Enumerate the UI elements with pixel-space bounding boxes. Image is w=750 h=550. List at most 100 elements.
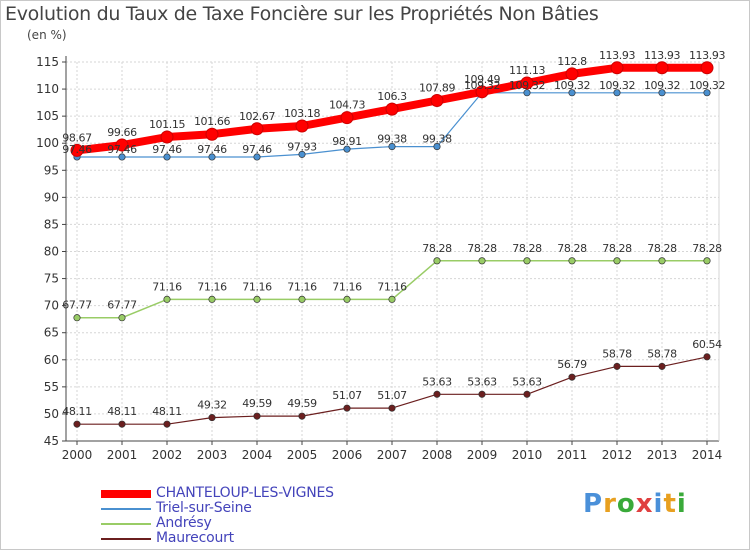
data-label: 111.13 xyxy=(509,64,545,77)
series-point-2 xyxy=(523,257,531,265)
data-label: 113.93 xyxy=(599,49,635,62)
logo-letter: P xyxy=(583,489,604,519)
series-point-3 xyxy=(478,390,486,398)
data-label: 78.28 xyxy=(422,242,452,255)
series-point-3 xyxy=(613,362,621,370)
series-point-2 xyxy=(703,257,711,265)
data-label: 51.07 xyxy=(332,389,362,402)
data-label: 113.93 xyxy=(689,49,725,62)
data-label: 97.93 xyxy=(287,140,317,153)
y-tick-label: 90 xyxy=(44,190,59,204)
series-point-1 xyxy=(433,143,441,151)
data-label: 58.78 xyxy=(602,347,632,360)
data-label: 113.93 xyxy=(644,49,680,62)
series-point-3 xyxy=(298,412,306,420)
data-label: 99.66 xyxy=(107,126,137,139)
series-point-3 xyxy=(343,404,351,412)
data-label: 49.59 xyxy=(242,397,272,410)
data-label: 97.46 xyxy=(197,143,227,156)
data-label: 51.07 xyxy=(377,389,407,402)
series-point-1 xyxy=(253,153,261,161)
data-label: 71.16 xyxy=(242,280,272,293)
series-point-2 xyxy=(433,257,441,265)
series-point-2 xyxy=(343,295,351,303)
series-point-2 xyxy=(298,295,306,303)
y-tick-label: 60 xyxy=(44,353,59,367)
series-point-3 xyxy=(163,420,171,428)
y-tick-label: 45 xyxy=(44,434,59,448)
legend-label: Andrésy xyxy=(156,515,212,531)
proxiti-logo: Proxiti xyxy=(583,489,687,519)
data-label: 102.67 xyxy=(239,110,275,123)
y-tick-label: 105 xyxy=(36,109,59,123)
y-tick-label: 95 xyxy=(44,163,59,177)
series-point-2 xyxy=(388,295,396,303)
y-axis-unit: (en %) xyxy=(27,28,67,42)
data-label: 53.63 xyxy=(512,375,542,388)
series-point-0 xyxy=(295,119,309,133)
y-tick-label: 70 xyxy=(44,299,59,313)
series-point-2 xyxy=(253,295,261,303)
series-point-3 xyxy=(73,420,81,428)
legend-label: Maurecourt xyxy=(156,530,234,546)
y-tick-label: 55 xyxy=(44,380,59,394)
y-tick-label: 115 xyxy=(36,55,59,69)
x-tick-label: 2014 xyxy=(692,448,723,462)
x-tick-label: 2005 xyxy=(287,448,318,462)
y-tick-label: 85 xyxy=(44,217,59,231)
series-point-2 xyxy=(568,257,576,265)
data-label: 101.15 xyxy=(149,118,185,131)
x-tick-label: 2012 xyxy=(602,448,633,462)
series-point-0 xyxy=(340,111,354,125)
series-point-1 xyxy=(613,89,621,97)
series-point-1 xyxy=(523,89,531,97)
series-point-3 xyxy=(208,414,216,422)
data-label: 48.11 xyxy=(152,405,182,418)
series-point-0 xyxy=(700,61,714,75)
legend-swatch xyxy=(101,508,151,510)
data-label: 78.28 xyxy=(512,242,542,255)
series-point-2 xyxy=(163,295,171,303)
chart-title: Evolution du Taux de Taxe Foncière sur l… xyxy=(5,3,599,25)
series-point-1 xyxy=(388,143,396,151)
series-point-3 xyxy=(118,420,126,428)
series-point-1 xyxy=(208,153,216,161)
series-point-0 xyxy=(250,122,264,136)
data-label: 109.32 xyxy=(554,79,590,92)
logo-letter: r xyxy=(603,489,617,519)
y-tick-label: 100 xyxy=(36,136,59,150)
series-point-0 xyxy=(475,85,489,99)
logo-letter: t xyxy=(663,489,677,519)
series-point-0 xyxy=(610,61,624,75)
data-label: 78.28 xyxy=(647,242,677,255)
data-label: 60.54 xyxy=(692,338,722,351)
y-tick-label: 110 xyxy=(36,82,59,96)
data-label: 97.46 xyxy=(107,143,137,156)
y-tick-label: 50 xyxy=(44,407,59,421)
data-label: 112.8 xyxy=(557,55,587,68)
x-tick-label: 2009 xyxy=(467,448,498,462)
series-point-0 xyxy=(385,102,399,116)
legend-swatch xyxy=(101,523,151,525)
data-label: 71.16 xyxy=(197,280,227,293)
series-point-1 xyxy=(298,150,306,158)
series-point-3 xyxy=(658,362,666,370)
y-tick-label: 65 xyxy=(44,326,59,340)
data-label: 109.32 xyxy=(464,79,500,92)
data-label: 97.46 xyxy=(242,143,272,156)
data-label: 78.28 xyxy=(602,242,632,255)
series-point-1 xyxy=(118,153,126,161)
data-label: 99.38 xyxy=(377,133,407,146)
x-tick-label: 2007 xyxy=(377,448,408,462)
logo-letter: x xyxy=(635,489,654,519)
data-label: 71.16 xyxy=(332,280,362,293)
data-label: 67.77 xyxy=(62,299,92,312)
series-point-3 xyxy=(433,390,441,398)
data-label: 109.32 xyxy=(644,79,680,92)
data-label: 71.16 xyxy=(377,280,407,293)
data-label: 58.78 xyxy=(647,347,677,360)
data-label: 56.79 xyxy=(557,358,587,371)
data-label: 101.66 xyxy=(194,115,230,128)
